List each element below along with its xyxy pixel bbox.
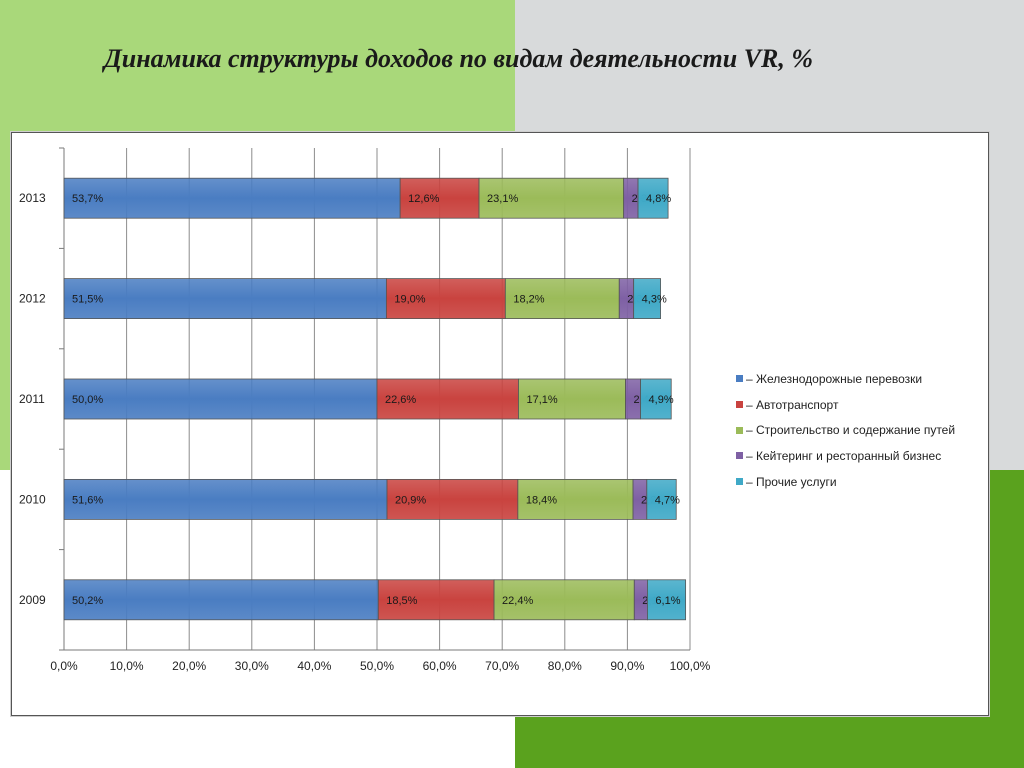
bar-segment <box>63 278 387 320</box>
data-label: 4,9% <box>649 394 674 406</box>
x-tick-label: 0,0% <box>50 659 78 673</box>
x-tick-label: 70,0% <box>485 659 519 673</box>
bar-segment <box>63 177 401 219</box>
x-tick-label: 80,0% <box>548 659 582 673</box>
bar-segment <box>478 177 625 219</box>
data-label: 4,8% <box>646 193 671 205</box>
legend-label: – Автотранспорт <box>746 397 839 412</box>
legend-swatch <box>736 478 743 486</box>
bar-segment <box>377 579 495 621</box>
x-tick-label: 30,0% <box>235 659 269 673</box>
data-label: 20,9% <box>395 494 426 506</box>
legend-label: – Прочие услуги <box>746 474 837 489</box>
chart-legend: – Железнодорожные перевозки – Автотранспо… <box>736 366 955 494</box>
bar-segment <box>376 378 519 420</box>
data-label: 51,5% <box>72 294 103 306</box>
data-label: 22,4% <box>502 595 533 607</box>
x-tick-label: 100,0% <box>670 659 711 673</box>
y-category-label: 2013 <box>19 191 46 205</box>
data-label: 50,0% <box>72 394 103 406</box>
x-tick-label: 10,0% <box>110 659 144 673</box>
legend-label: – Железнодорожные перевозки <box>746 371 923 386</box>
data-label: 12,6% <box>408 193 439 205</box>
data-label: 50,2% <box>72 595 103 607</box>
data-label: 23,1% <box>487 193 518 205</box>
legend-swatch <box>736 375 743 383</box>
data-label: 6,1% <box>655 595 680 607</box>
legend-item: – Автотранспорт <box>736 392 955 418</box>
y-category-label: 2011 <box>19 392 45 406</box>
legend-swatch <box>736 426 743 434</box>
bar-segment <box>647 579 687 621</box>
bar-segment <box>63 478 388 520</box>
x-tick-label: 90,0% <box>610 659 644 673</box>
data-label: 18,5% <box>386 595 417 607</box>
bar-segment <box>386 478 519 520</box>
data-label: 53,7% <box>72 193 103 205</box>
bar-segment <box>63 378 378 420</box>
legend-label: – Строительство и содержание путей <box>746 423 956 438</box>
bar-segment <box>504 278 620 320</box>
bar-segment <box>637 177 669 219</box>
data-label: 19,0% <box>394 294 425 306</box>
bar-segment <box>385 278 506 320</box>
data-label: 18,4% <box>526 494 557 506</box>
legend-item: – Прочие услуги <box>736 469 955 495</box>
y-category-label: 2010 <box>19 492 46 506</box>
data-label: 51,6% <box>72 494 103 506</box>
bar-segment <box>517 478 634 520</box>
x-tick-label: 60,0% <box>423 659 457 673</box>
data-label: 18,2% <box>513 294 544 306</box>
bar-segment <box>493 579 635 621</box>
bar-segment <box>63 579 379 621</box>
data-label: 22,6% <box>385 394 416 406</box>
legend-item: – Железнодорожные перевозки <box>736 366 955 392</box>
stacked-bar-chart: 0,0% 10,0% 20,0% 30,0% 40,0% 50,0% 60,0% 70,0% 8… <box>19 147 711 673</box>
data-label: 4,7% <box>655 494 680 506</box>
bar-segment <box>633 278 661 320</box>
slide-title: Динамика структуры доходов по видам деят… <box>104 44 814 73</box>
y-category-label: 2012 <box>19 292 46 306</box>
x-tick-label: 20,0% <box>172 659 206 673</box>
bar-segment <box>646 478 677 520</box>
legend-swatch <box>736 452 743 460</box>
legend-item: – Кейтеринг и ресторанный бизнес <box>736 443 955 469</box>
legend-item: – Строительство и содержание путей <box>736 417 955 443</box>
data-label: 17,1% <box>526 394 557 406</box>
bar-segment <box>640 378 672 420</box>
y-category-label: 2009 <box>19 593 46 607</box>
x-tick-label: 50,0% <box>360 659 394 673</box>
legend-label: – Кейтеринг и ресторанный бизнес <box>746 448 942 463</box>
legend-swatch <box>736 401 743 409</box>
x-tick-label: 40,0% <box>297 659 331 673</box>
data-label: 4,3% <box>642 294 667 306</box>
